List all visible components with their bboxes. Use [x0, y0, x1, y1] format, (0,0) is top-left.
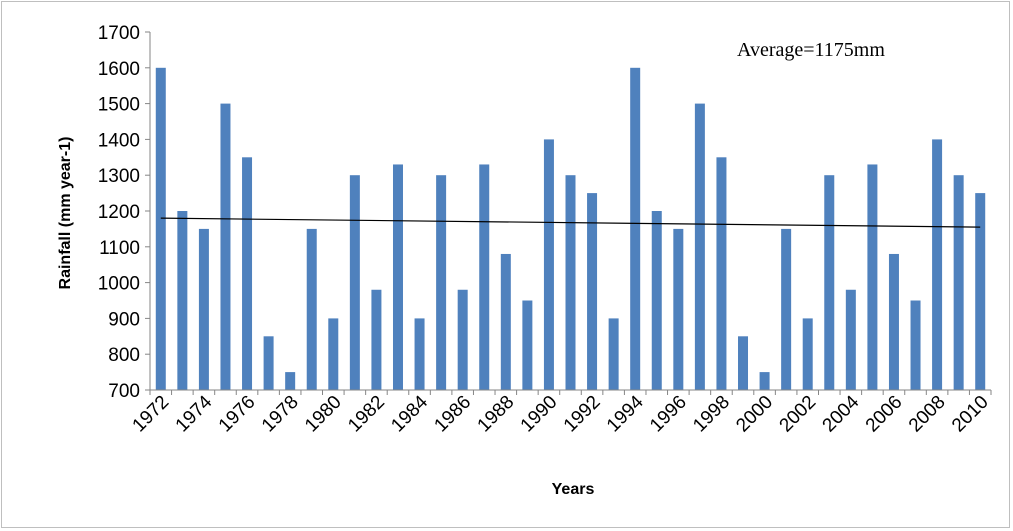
bar-1984: [414, 318, 425, 390]
x-tick-label-1984: 1984: [387, 391, 432, 436]
bar-1976: [242, 157, 253, 390]
y-axis-title: Rainfall (mm year-1): [57, 137, 74, 290]
bar-1996: [673, 228, 684, 390]
bar-2003: [824, 175, 835, 390]
bar-1990: [543, 139, 554, 390]
x-tick-label-1988: 1988: [474, 392, 519, 437]
y-tick-label: 1600: [98, 59, 140, 80]
average-annotation: Average=1175mm: [737, 39, 885, 61]
x-tick-label-2006: 2006: [862, 392, 907, 437]
bar-1999: [738, 336, 749, 390]
y-tick-label: 1400: [98, 130, 140, 151]
y-tick-label: 900: [108, 309, 140, 330]
bar-2010: [975, 193, 986, 390]
x-tick-label-1998: 1998: [689, 392, 734, 437]
y-tick-label: 1300: [98, 166, 140, 187]
bar-2004: [845, 289, 856, 390]
y-tick-label: 1100: [99, 238, 140, 259]
bar-1987: [479, 164, 490, 390]
bar-2007: [910, 300, 921, 390]
bar-1988: [500, 253, 511, 390]
x-tick-label-1990: 1990: [517, 392, 562, 437]
x-tick-label-1994: 1994: [603, 391, 648, 436]
x-tick-label-1978: 1978: [258, 392, 303, 437]
bar-1992: [587, 193, 598, 390]
bar-2000: [759, 372, 770, 390]
x-axis-title: Years: [552, 481, 595, 498]
trend-line: [160, 217, 981, 228]
y-tick-label: 700: [108, 381, 140, 402]
bar-2009: [953, 175, 964, 390]
x-tick-label-2010: 2010: [948, 392, 993, 437]
x-tick-label-1976: 1976: [215, 392, 260, 437]
x-tick-label-1982: 1982: [344, 392, 389, 437]
bar-1994: [630, 67, 641, 391]
bar-1978: [285, 372, 296, 390]
bar-2001: [781, 228, 792, 390]
x-tick-label-2000: 2000: [732, 392, 777, 437]
bar-1972: [155, 67, 166, 391]
bar-2002: [802, 318, 813, 390]
bar-1977: [263, 336, 274, 390]
y-tick-label: 1700: [98, 23, 140, 44]
x-ticks-group: 1972197419761978198019821984198619881990…: [129, 390, 993, 436]
x-tick-label-1992: 1992: [560, 392, 605, 437]
bar-1974: [198, 228, 209, 390]
bar-1995: [651, 211, 662, 390]
bar-2005: [867, 164, 878, 390]
x-tick-label-1974: 1974: [172, 391, 217, 436]
y-tick-label: 1200: [98, 202, 140, 223]
x-tick-label-2004: 2004: [819, 391, 864, 436]
bar-2006: [888, 253, 899, 390]
bar-1980: [328, 318, 339, 390]
bar-1982: [371, 289, 382, 390]
bars-group: [155, 67, 986, 391]
y-tick-label: 1000: [98, 274, 140, 295]
bar-1993: [608, 318, 619, 390]
bar-2008: [932, 139, 943, 390]
y-tick-label: 800: [108, 345, 140, 366]
x-tick-label-2008: 2008: [905, 392, 950, 437]
bar-1981: [349, 175, 360, 390]
bar-1985: [436, 175, 447, 390]
bar-1997: [694, 103, 705, 390]
x-tick-label-1996: 1996: [646, 392, 691, 437]
bar-1991: [565, 175, 576, 390]
y-tick-label: 1500: [98, 95, 140, 116]
bar-1973: [177, 211, 188, 390]
y-ticks-group: 700 800 900 1000 1100 1200 1300 1400 1500 1600 170…: [98, 23, 150, 402]
bar-1986: [457, 289, 468, 390]
bar-1979: [306, 228, 317, 390]
x-tick-label-1980: 1980: [301, 392, 346, 437]
bar-1998: [716, 157, 727, 390]
bar-1983: [392, 164, 403, 390]
x-tick-label-2002: 2002: [775, 392, 820, 437]
x-tick-label-1986: 1986: [430, 392, 475, 437]
bar-1989: [522, 300, 533, 390]
bar-1975: [220, 103, 231, 390]
